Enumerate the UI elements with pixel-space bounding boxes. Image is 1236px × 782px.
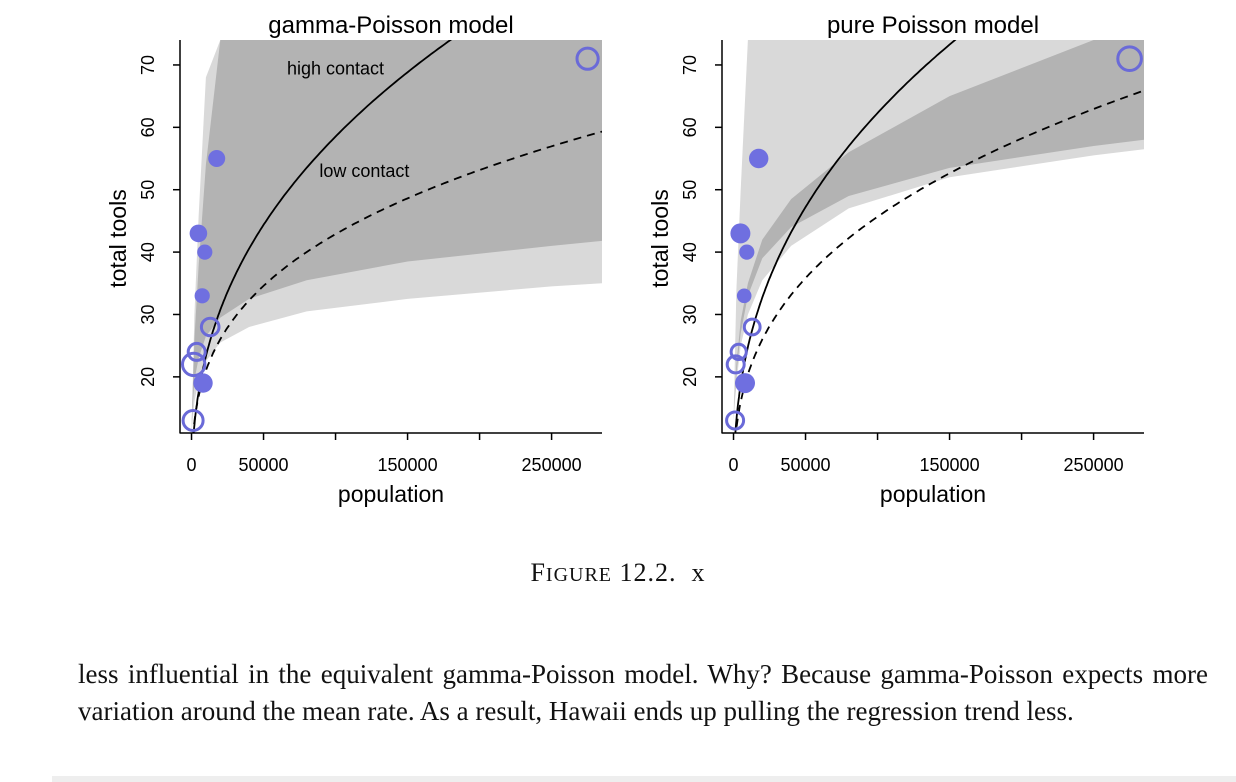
gamma-poisson-y-tick-label: 20	[138, 367, 158, 387]
pure-poisson-x-tick-label: 50000	[781, 455, 831, 475]
page-bottom-rule	[52, 776, 1236, 782]
gamma-poisson-title: gamma-Poisson model	[268, 12, 513, 39]
panel-pure-poisson: 0 50000 150000 250000 20 30 40 50 60 70 pure Poiss…	[647, 12, 1144, 507]
gamma-poisson-point-high-contact	[197, 244, 213, 260]
gamma-poisson-y-tick-label: 60	[138, 117, 158, 137]
gamma-poisson-y-tick-label: 30	[138, 304, 158, 324]
gamma-poisson-annotation: high contact	[287, 58, 384, 78]
pure-poisson-y-tick-label: 50	[680, 180, 700, 200]
gamma-poisson-point-low-contact	[199, 316, 221, 338]
gamma-poisson-x-tick-label: 50000	[239, 455, 289, 475]
pure-poisson-point-high-contact	[735, 373, 755, 394]
gamma-poisson-x-tick-label: 150000	[378, 455, 438, 475]
pure-poisson-plot-area	[733, 40, 1144, 433]
pure-poisson-y-tick-label: 40	[680, 242, 700, 262]
pure-poisson-y-tick-label: 60	[680, 117, 700, 137]
pure-poisson-band-inner	[733, 40, 1144, 421]
gamma-poisson-x-tick-label: 0	[187, 455, 197, 475]
pure-poisson-point-high-contact	[749, 148, 769, 169]
gamma-poisson-point-low-contact	[181, 351, 207, 378]
pure-poisson-point-high-contact	[739, 244, 755, 260]
gamma-poisson-x-axis-label: population	[338, 481, 444, 507]
pure-poisson-point-low-contact	[729, 342, 748, 361]
pure-poisson-x-axis-label: population	[880, 481, 986, 507]
gamma-poisson-point-low-contact	[186, 341, 207, 362]
gamma-poisson-point-low-contact	[181, 409, 205, 432]
panel-gamma-poisson: high contact low contact 0 50000 150000 25000…	[105, 12, 602, 507]
gamma-poisson-point-high-contact	[189, 224, 208, 243]
pure-poisson-x-tick-label: 150000	[920, 455, 980, 475]
pure-poisson-y-axis-label: total tools	[647, 189, 673, 287]
gamma-poisson-x-tick-label: 250000	[522, 455, 582, 475]
caption-figure-number: 12.2.	[619, 558, 677, 587]
gamma-poisson-y-tick-label: 50	[138, 180, 158, 200]
pure-poisson-x-tick-label: 250000	[1064, 455, 1124, 475]
pure-poisson-point-high-contact	[730, 223, 751, 244]
pure-poisson-point-low-contact	[742, 317, 762, 337]
pure-poisson-point-low-contact	[725, 354, 746, 375]
gamma-poisson-point-high-contact	[208, 150, 226, 167]
gamma-poisson-plot-area	[191, 40, 602, 433]
pure-poisson-x-tick-label: 0	[729, 455, 739, 475]
caption-figure-word: FIGURE	[530, 558, 613, 587]
gamma-poisson-point-high-contact	[193, 373, 213, 393]
gamma-poisson-annotation: low contact	[319, 161, 409, 181]
gamma-poisson-band-inner	[191, 40, 602, 427]
gamma-poisson-y-tick-label: 40	[138, 242, 158, 262]
pure-poisson-point-high-contact	[736, 288, 752, 304]
pure-poisson-point-low-contact	[1116, 45, 1143, 73]
pure-poisson-y-tick-label: 30	[680, 304, 700, 324]
pure-poisson-point-low-contact	[725, 410, 746, 431]
pure-poisson-y-tick-label: 70	[680, 55, 700, 75]
gamma-poisson-point-high-contact	[194, 288, 210, 304]
figure-caption: FIGURE 12.2. x	[0, 558, 1236, 588]
figure-panels: high contact low contact 0 50000 150000 25000…	[105, 12, 1144, 507]
body-paragraph: less influential in the equivalent gamma…	[78, 659, 1208, 726]
gamma-poisson-point-low-contact	[575, 46, 600, 71]
gamma-poisson-y-tick-label: 70	[138, 55, 158, 75]
pure-poisson-y-tick-label: 20	[680, 367, 700, 387]
pure-poisson-title: pure Poisson model	[827, 12, 1039, 39]
gamma-poisson-y-axis-label: total tools	[105, 189, 131, 287]
caption-text: x	[691, 558, 706, 587]
